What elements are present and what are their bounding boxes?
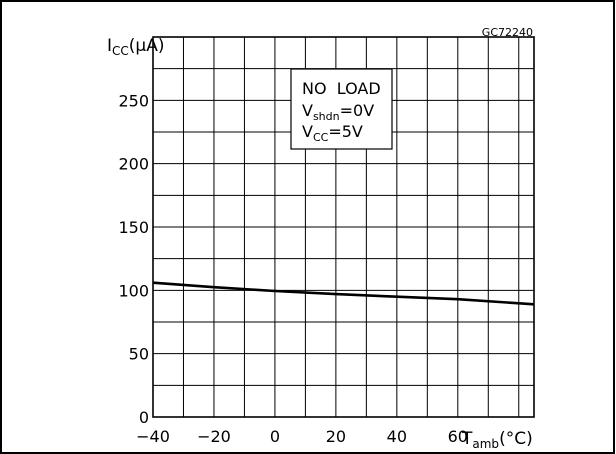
plot-area (152, 36, 535, 418)
x-tick-label: −20 (197, 427, 231, 446)
y-tick-label: 150 (118, 218, 149, 237)
annotation-line-2: Vshdn=0V (302, 101, 374, 123)
x-tick-label: 60 (448, 427, 468, 446)
x-tick-label: 20 (326, 427, 346, 446)
figure-id: GC72240 (482, 26, 533, 39)
x-tick-label: 40 (387, 427, 407, 446)
y-tick-labels: 0 50 100 150 200 250 (118, 91, 149, 427)
x-tick-labels: −40 −20 0 20 40 60 (136, 427, 468, 446)
annotation-line-1: NO LOAD (302, 79, 381, 98)
annotation-line-3: VCC=5V (302, 122, 363, 144)
series-line-icc (152, 281, 535, 306)
condition-annotation: NO LOAD Vshdn=0V VCC=5V (290, 68, 393, 150)
y-axis-label: ICC(μA) (107, 36, 165, 58)
x-tick-label: −40 (136, 427, 170, 446)
y-tick-label: 200 (118, 155, 149, 174)
y-tick-label: 250 (118, 91, 149, 110)
annotation-box (290, 68, 393, 150)
x-tick-label: 0 (270, 427, 280, 446)
x-axis-label: Tamb(°C) (461, 429, 533, 451)
y-tick-label: 100 (118, 281, 149, 300)
y-tick-label: 50 (129, 345, 149, 364)
y-tick-label: 0 (139, 408, 149, 427)
